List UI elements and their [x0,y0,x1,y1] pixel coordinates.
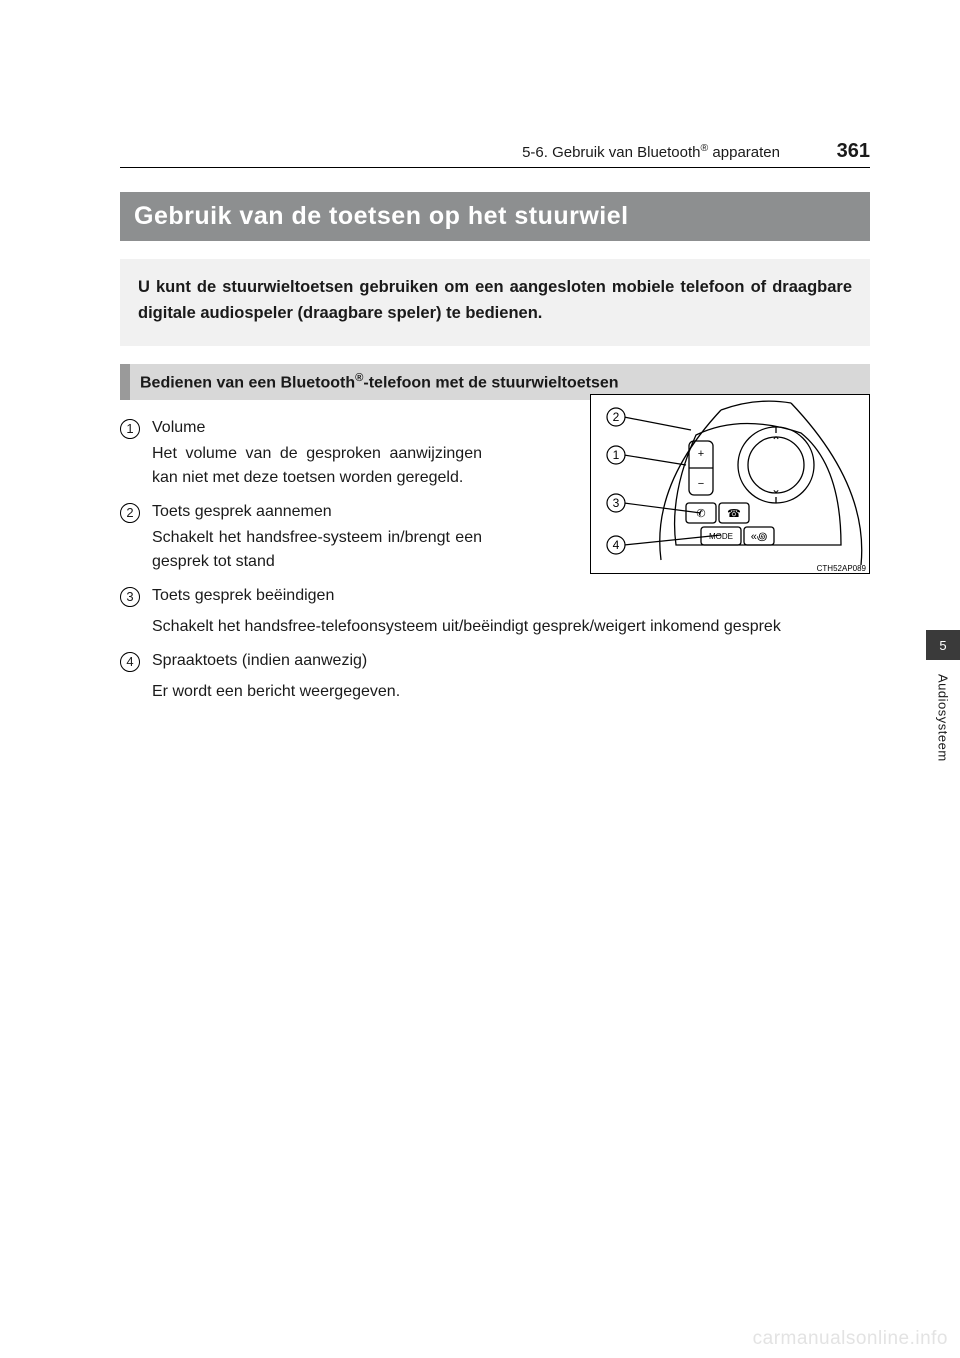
item-label: Spraaktoets (indien aanwezig) [152,649,870,673]
manual-page: 5-6. Gebruik van Bluetooth® apparaten 36… [0,0,960,1358]
svg-text:⌄: ⌄ [771,482,781,496]
svg-text:✆: ✆ [696,508,705,520]
mode-label: MODE [709,532,733,541]
section-suffix: apparaten [708,144,780,161]
svg-text:«꩜: «꩜ [751,531,768,543]
callout-2: 2 [613,410,620,424]
item-number: 3 [120,587,140,607]
item-number: 1 [120,419,140,439]
item-label: Toets gesprek beëindigen [152,584,870,608]
item-desc: Er wordt een bericht weergegeven. [152,680,870,704]
svg-text:+: + [698,448,704,460]
item-number: 2 [120,503,140,523]
callout-4: 4 [613,538,620,552]
page-number: 361 [810,140,870,163]
intro-text: U kunt de stuurwieltoetsen gebruiken om … [120,259,870,346]
item-number: 4 [120,652,140,672]
callout-3: 3 [613,496,620,510]
chapter-tab: 5 Audiosysteem [926,630,960,800]
page-header: 5-6. Gebruik van Bluetooth® apparaten 36… [120,140,870,168]
subheading-prefix: Bedienen van een Bluetooth [140,374,355,391]
list-item: 3 Toets gesprek beëindigen [120,584,870,609]
section-prefix: 5-6. Gebruik van Bluetooth [522,144,700,161]
subheading-suffix: -telefoon met de stuurwieltoetsen [363,374,618,391]
item-label: Volume [152,416,482,440]
item-desc: Het volume van de gesproken aanwijzingen… [152,442,482,490]
chapter-number: 5 [926,630,960,660]
steering-wheel-svg: 2 1 3 4 [591,395,871,575]
section-path: 5-6. Gebruik van Bluetooth® apparaten [120,142,810,161]
item-desc: Schakelt het handsfree-systeem in/brengt… [152,526,482,574]
item-desc: Schakelt het handsfree-telefoonsysteem u… [152,615,870,639]
svg-text:−: − [698,478,704,490]
svg-text:⌃: ⌃ [771,434,781,448]
svg-text:☎: ☎ [727,508,741,520]
page-title: Gebruik van de toetsen op het stuurwiel [120,192,870,241]
callout-1: 1 [613,448,620,462]
steering-wheel-figure: 2 1 3 4 [590,394,870,574]
watermark: carmanualsonline.info [753,1328,948,1350]
item-label: Toets gesprek aannemen [152,500,482,524]
chapter-label: Audiosysteem [926,660,960,800]
list-item: 4 Spraaktoets (indien aanwezig) [120,649,870,674]
figure-code: CTH52AP089 [817,564,867,573]
